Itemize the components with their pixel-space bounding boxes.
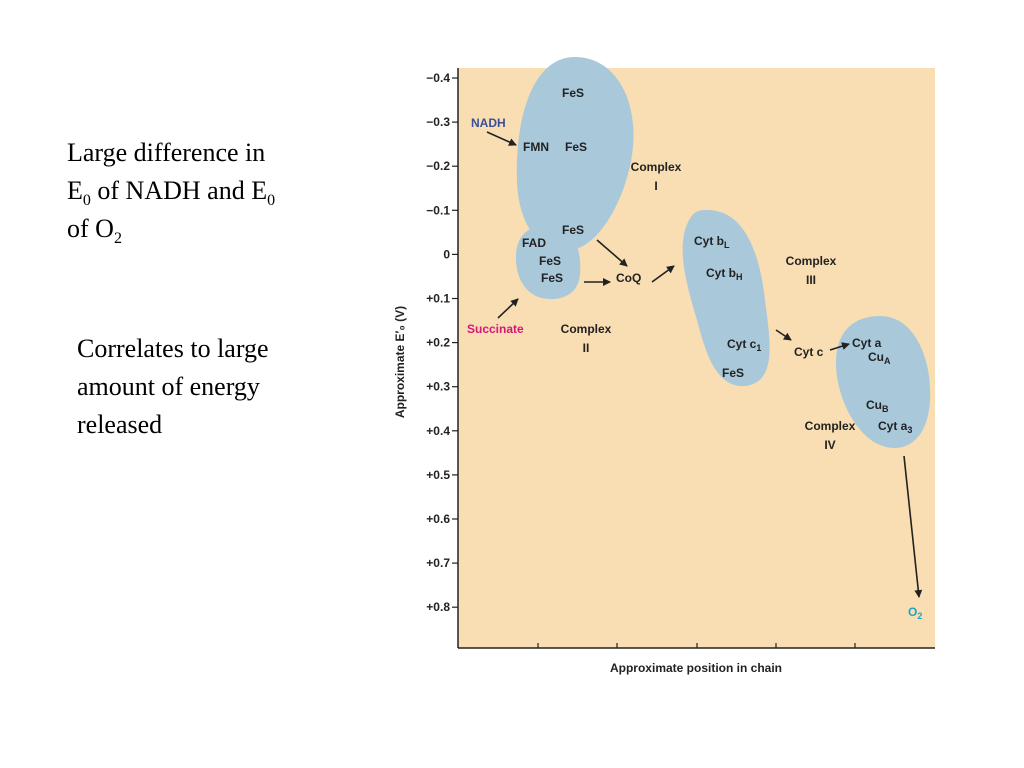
complex-iv-blob: [835, 316, 931, 448]
complex-ii-blob: [515, 224, 581, 300]
y-tick-label: +0.2: [426, 336, 450, 350]
fes-label: FeS: [541, 271, 563, 285]
cyt-bh-label: Cyt bH: [706, 266, 743, 282]
y-tick-label: +0.4: [426, 424, 450, 438]
electron-transport-diagram: −0.4 −0.3 −0.2 −0.1 0 +0.1 +0.2 +0.3 +0.4 +0.5 +0.…: [393, 57, 935, 675]
o2-label: O2: [908, 605, 922, 621]
x-axis-ticks: [537, 643, 856, 648]
arrow-cyt-c-to-cyt-a: [829, 342, 850, 351]
fes-label: FeS: [539, 254, 561, 268]
succinate-label: Succinate: [467, 322, 524, 336]
y-tick-label: +0.7: [426, 556, 450, 570]
fmn-label: FMN: [523, 140, 549, 154]
arrow-fes-to-coq: [596, 239, 628, 267]
y-axis-ticks: −0.4 −0.3 −0.2 −0.1 0 +0.1 +0.2 +0.3 +0.4 +0.5 +0.…: [426, 71, 458, 614]
fes-label: FeS: [565, 140, 587, 154]
complex-i-number: I: [654, 179, 657, 193]
fes-label: FeS: [562, 223, 584, 237]
cu-b-label: CuB: [866, 398, 889, 414]
complex-iii-label: Complex: [786, 254, 837, 268]
complex-iv-label: Complex: [805, 419, 856, 433]
cyt-c1-label: Cyt c1: [727, 337, 761, 353]
cyt-a3-label: Cyt a3: [878, 419, 912, 435]
cu-a-label: CuA: [868, 350, 891, 366]
arrow-coq-to-cyt-b: [651, 265, 675, 283]
text-block-energy-difference: Large difference in E0 of NADH and E0 of…: [67, 134, 367, 248]
text-block-energy-released: Correlates to large amount of energy rel…: [77, 330, 367, 444]
text-line: Large difference in: [67, 138, 266, 167]
text-line: E0 of NADH and E0: [67, 176, 276, 210]
y-tick-label: −0.1: [426, 203, 450, 217]
complex-i-blob: [516, 57, 634, 251]
complex-iv-number: IV: [824, 438, 835, 452]
coq-label: CoQ: [616, 271, 641, 285]
complex-iii-blob: [682, 209, 770, 387]
y-tick-label: +0.5: [426, 468, 450, 482]
y-tick-label: +0.6: [426, 512, 450, 526]
complex-iii-number: III: [806, 273, 816, 287]
cyt-bl-label: Cyt bL: [694, 234, 730, 250]
arrow-cyt-c1-to-cyt-c: [775, 329, 792, 341]
arrow-cyt-a3-to-o2: [903, 455, 923, 598]
text-line: amount of energy: [77, 372, 260, 401]
y-tick-label: −0.3: [426, 115, 450, 129]
y-tick-label: −0.2: [426, 159, 450, 173]
fad-label: FAD: [522, 236, 546, 250]
text-line: of O2: [67, 214, 122, 248]
arrow-nadh-to-fmn: [486, 131, 517, 146]
y-tick-label: +0.3: [426, 380, 450, 394]
y-tick-label: −0.4: [426, 71, 450, 85]
nadh-label: NADH: [471, 116, 506, 130]
text-line: released: [77, 410, 163, 439]
fes-label: FeS: [562, 86, 584, 100]
text-line: Correlates to large: [77, 334, 269, 363]
cyt-c-label: Cyt c: [794, 345, 824, 359]
complex-ii-label: Complex: [561, 322, 612, 336]
complex-ii-number: II: [583, 341, 590, 355]
cyt-a-label: Cyt a: [852, 336, 882, 350]
y-tick-label: 0: [443, 247, 450, 261]
fes-label: FeS: [722, 366, 744, 380]
y-tick-label: +0.8: [426, 600, 450, 614]
complex-i-label: Complex: [631, 160, 682, 174]
y-tick-label: +0.1: [426, 292, 450, 306]
arrow-succinate-to-complex-ii: [497, 298, 519, 319]
y-axis-title: Approximate E′₀ (V): [393, 306, 407, 418]
x-axis-title: Approximate position in chain: [610, 661, 782, 675]
